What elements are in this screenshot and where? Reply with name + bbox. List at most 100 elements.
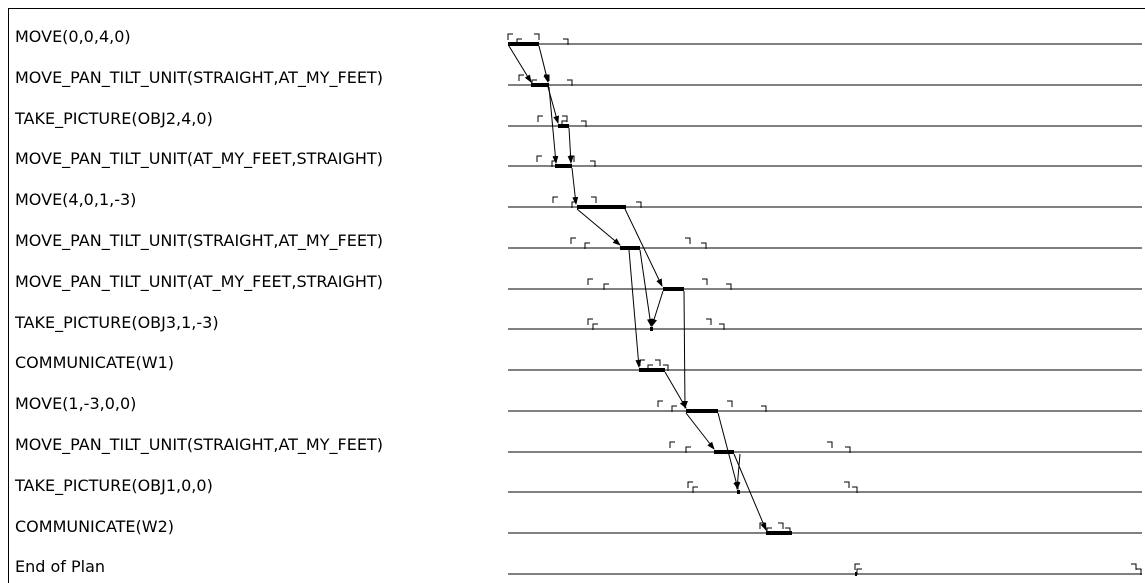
upper-bound-bracket	[562, 115, 568, 122]
action-label: TAKE_PICTURE(OBJ2,4,0)	[15, 108, 213, 128]
action-label: MOVE_PAN_TILT_UNIT(STRAIGHT,AT_MY_FEET)	[15, 435, 383, 454]
upper-bound-bracket	[1131, 563, 1137, 570]
timeline-row	[508, 481, 1142, 494]
execution-bar	[663, 287, 684, 291]
upper-bound-bracket	[563, 38, 569, 45]
lower-bound-bracket	[537, 115, 543, 122]
upper-bound-bracket	[702, 278, 708, 285]
execution-bar	[714, 450, 734, 454]
execution-bar	[620, 246, 640, 250]
upper-bound-bracket	[827, 441, 833, 448]
upper-bound-bracket	[726, 283, 732, 290]
action-label: COMMUNICATE(W1)	[15, 353, 175, 373]
dependency-arrow	[664, 371, 687, 409]
dependency-arrow	[548, 86, 559, 164]
upper-bound-bracket	[655, 359, 661, 366]
timeline-rows	[507, 33, 1142, 576]
action-label: End of Plan	[15, 557, 106, 577]
dependency-arrow	[567, 127, 574, 164]
timeline-row	[508, 196, 1142, 209]
upper-bound-bracket	[706, 318, 712, 325]
upper-bound-bracket	[636, 201, 642, 208]
dependency-arrow	[717, 412, 740, 490]
lower-bound-bracket	[657, 400, 663, 407]
upper-bound-bracket	[569, 155, 575, 162]
timeline-row	[508, 237, 1142, 250]
lower-bound-bracket	[587, 318, 593, 325]
upper-bound-bracket	[663, 364, 669, 371]
execution-bar	[855, 572, 857, 576]
lower-bound-bracket	[552, 196, 558, 203]
upper-bound-bracket	[727, 400, 733, 407]
dependency-arrow	[681, 290, 688, 409]
upper-bound-bracket	[761, 405, 767, 412]
execution-bar	[577, 205, 626, 209]
action-label: TAKE_PICTURE(OBJ3,1,-3)	[15, 312, 219, 332]
lower-bound-bracket	[603, 283, 609, 290]
execution-bar	[766, 531, 792, 535]
dependency-arrow	[685, 412, 715, 450]
execution-bar	[555, 164, 572, 168]
action-label: COMMUNICATE(W2)	[15, 516, 175, 536]
upper-bound-bracket	[581, 120, 587, 127]
upper-bound-bracket	[844, 481, 850, 488]
lower-bound-bracket	[584, 242, 590, 249]
timeline-row	[508, 359, 1142, 372]
upper-bound-bracket	[685, 237, 691, 244]
upper-bound-bracket	[719, 323, 725, 330]
lower-bound-bracket	[592, 323, 598, 330]
action-label: TAKE_PICTURE(OBJ1,0,0)	[15, 475, 213, 495]
execution-bar	[558, 124, 569, 128]
lower-bound-bracket	[536, 155, 542, 162]
action-label: MOVE_PAN_TILT_UNIT(AT_MY_FEET,STRAIGHT)	[15, 271, 383, 291]
execution-bar	[639, 368, 665, 372]
lower-bound-bracket	[518, 74, 524, 81]
lower-bound-bracket	[639, 359, 645, 366]
dependency-arrow	[538, 45, 550, 83]
upper-bound-bracket	[852, 486, 858, 493]
lower-bound-bracket	[570, 237, 576, 244]
execution-bar	[650, 327, 653, 331]
dependency-arrow	[508, 45, 532, 83]
timeline-row	[508, 74, 1142, 87]
upper-bound-bracket	[1136, 568, 1142, 575]
lower-bound-bracket	[685, 446, 691, 453]
timeline-row	[508, 441, 1142, 454]
action-label: MOVE_PAN_TILT_UNIT(AT_MY_FEET,STRAIGHT)	[15, 149, 383, 169]
lower-bound-bracket	[669, 441, 675, 448]
upper-bound-bracket	[590, 160, 596, 167]
timeline-row	[508, 318, 1142, 331]
upper-bound-bracket	[591, 196, 597, 203]
lower-bound-bracket	[587, 278, 593, 285]
action-label: MOVE_PAN_TILT_UNIT(STRAIGHT,AT_MY_FEET)	[15, 67, 383, 87]
execution-bar	[508, 42, 539, 46]
timeline-row	[508, 400, 1142, 413]
action-label: MOVE(1,-3,0,0)	[15, 394, 137, 414]
dependency-arrow	[628, 249, 642, 368]
lower-bound-bracket	[854, 563, 860, 570]
execution-bar	[737, 490, 740, 494]
timeline-row	[508, 278, 1142, 291]
action-label-column: MOVE(0,0,4,0) MOVE_PAN_TILT_UNIT(STRAIGH…	[15, 0, 495, 583]
dependency-arrow	[639, 249, 653, 327]
action-label: MOVE_PAN_TILT_UNIT(STRAIGHT,AT_MY_FEET)	[15, 231, 383, 250]
timeline-row	[508, 563, 1142, 576]
dependency-arrow	[571, 167, 579, 205]
upper-bound-bracket	[845, 446, 851, 453]
timeline-row	[507, 33, 1142, 46]
dependency-links	[508, 45, 767, 531]
diagram-frame	[8, 8, 1145, 583]
dependency-arrow	[576, 208, 621, 246]
execution-bar	[531, 83, 549, 87]
upper-bound-bracket	[534, 33, 540, 40]
upper-bound-bracket	[567, 79, 573, 86]
action-label: MOVE(4,0,1,-3)	[15, 190, 137, 210]
timeline-row	[508, 115, 1142, 128]
upper-bound-bracket	[778, 522, 784, 529]
lower-bound-bracket	[507, 33, 513, 40]
dependency-arrow	[651, 290, 664, 327]
dependency-arrow	[624, 208, 663, 287]
lower-bound-bracket	[687, 481, 693, 488]
action-label: MOVE(0,0,4,0)	[15, 27, 131, 46]
